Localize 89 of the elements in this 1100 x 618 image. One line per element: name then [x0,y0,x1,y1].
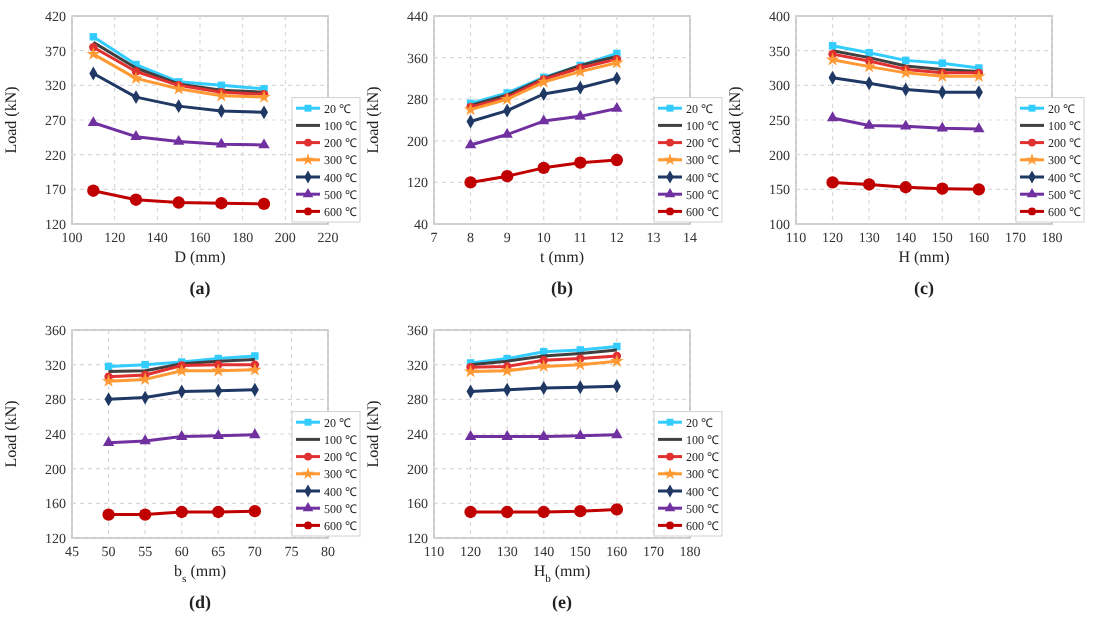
text: (c) [914,278,934,298]
point [129,193,143,206]
point [936,182,949,195]
point [973,122,985,133]
y-axis-title: Load (kN) [726,85,744,154]
point [574,109,586,120]
point [464,505,477,519]
point [972,69,986,83]
point [248,504,262,518]
point [86,47,101,60]
point [464,176,477,189]
point [176,430,188,440]
point [610,55,624,69]
point [175,505,188,519]
point [573,357,587,371]
point [257,197,271,211]
point [862,178,876,191]
text: (a) [189,278,211,298]
text: (b) [551,278,573,298]
point [574,156,587,169]
point [538,430,550,440]
point [215,137,228,148]
point [249,428,261,439]
point [611,101,623,112]
point [258,138,270,149]
point [214,88,229,102]
point [130,130,142,140]
point [500,363,514,377]
point [537,161,550,175]
point [500,169,514,183]
point [175,363,189,377]
point [863,118,875,129]
point [215,197,228,210]
point [500,505,514,519]
point [610,153,624,167]
point [537,359,551,373]
point [574,429,586,440]
point [464,138,477,149]
point [87,184,100,197]
point [899,65,913,79]
point [611,428,623,439]
y-axis-title: Load (kN) [364,399,382,468]
point [862,59,876,73]
point [212,505,225,519]
point [141,360,149,369]
point [828,42,837,50]
text: (e) [552,592,572,612]
x-axis-title: b$_{s}$ (mm) [174,562,227,586]
x-axis-title: t (mm) [540,248,585,266]
x-axis-title: H (mm) [898,248,951,266]
point [248,362,262,376]
point [538,114,550,125]
y-axis-title: Load (kN) [364,85,382,154]
point [172,134,185,145]
point [935,69,949,83]
point [825,52,840,66]
y-axis-title: Load (kN) [2,85,20,154]
point [89,33,98,41]
x-axis-title: D (mm) [174,248,227,266]
point [938,59,947,67]
point [129,71,143,85]
point [610,503,624,516]
point [574,504,587,518]
point [573,64,587,78]
point [899,181,912,194]
point [900,119,912,130]
point [211,363,225,377]
point [138,372,152,386]
point [138,508,152,521]
y-axis-title: Load (kN) [2,399,20,468]
point [172,196,185,209]
x-axis-title: H$_{b}$ (mm) [533,562,592,586]
point [826,111,839,122]
point [102,508,115,521]
point [463,364,478,378]
point [936,121,948,132]
point [212,429,224,440]
point [826,176,839,189]
point [464,430,477,440]
point [972,183,986,196]
point [501,127,513,138]
point [501,430,513,440]
point [610,354,624,367]
point [102,436,115,446]
text: (d) [189,592,211,612]
point [139,434,151,445]
point [101,374,116,387]
point [613,342,621,351]
point [537,505,550,519]
